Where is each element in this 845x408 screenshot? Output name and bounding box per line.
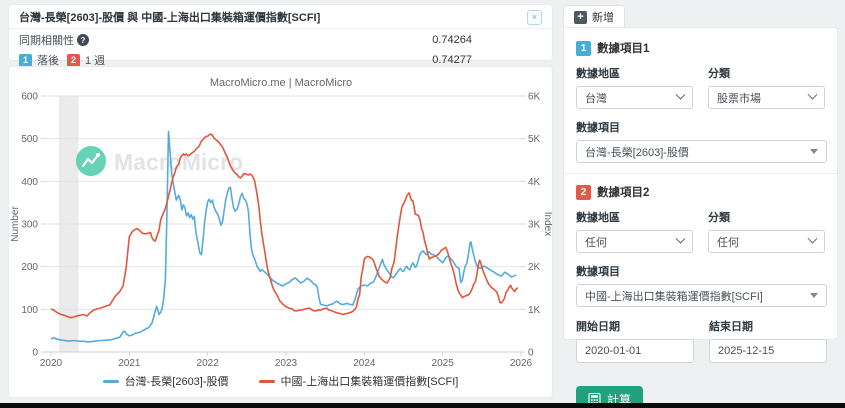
chevron-down-icon [807, 89, 818, 100]
category-value-2: 任何 [717, 236, 739, 249]
y-left-tick-label: 600 [21, 92, 38, 103]
legend-label-scfi: 中國-上海出口集裝箱運價指數[SCFI] [280, 376, 459, 388]
add-tab[interactable]: + 新增 [563, 5, 625, 28]
lag-badge-2: 2 [67, 53, 80, 67]
legend-label-evergreen: 台灣-長榮[2603]-股價 [124, 376, 229, 388]
correlation-label: 同期相關性 [19, 35, 74, 47]
legend-item-scfi[interactable]: 中國-上海出口集裝箱運價指數[SCFI] [258, 373, 459, 389]
chart-title: MacroMicro.me | MacroMicro [210, 77, 352, 89]
category-select-2[interactable]: 任何 [708, 230, 825, 253]
close-icon: × [531, 11, 538, 22]
item-value-1: 台灣-長榮[2603]-股價 [585, 146, 689, 159]
category-label-2: 分類 [708, 212, 730, 224]
y-right-tick-label: 0 [528, 348, 534, 359]
help-icon[interactable]: ? [77, 34, 89, 46]
x-tick-label: 2025 [432, 358, 455, 369]
y-right-tick-label: 4K [528, 177, 541, 188]
category-value-1: 股票市場 [717, 92, 761, 105]
x-tick-label: 2023 [275, 358, 298, 369]
y-left-axis-title: Number [10, 206, 21, 242]
chevron-down-icon [807, 233, 818, 244]
y-right-tick-label: 2K [528, 262, 541, 273]
chevron-down-icon [810, 293, 818, 298]
lag-value-label: 1 週 [85, 55, 106, 67]
y-left-tick-label: 0 [32, 348, 38, 359]
divider [564, 373, 837, 374]
region-value-2: 任何 [585, 236, 607, 249]
item-value-2: 中國-上海出口集裝箱運價指數[SCFI] [585, 290, 763, 303]
y-left-tick-label: 300 [21, 220, 38, 231]
lag-correlation-value: 0.74277 [432, 54, 472, 66]
y-right-tick-label: 1K [528, 305, 541, 316]
region-value-1: 台灣 [585, 92, 607, 105]
category-label-1: 分類 [708, 68, 730, 80]
category-select-1[interactable]: 股票市場 [708, 86, 825, 109]
y-right-tick-label: 5K [528, 134, 541, 145]
region-select-2[interactable]: 任何 [576, 230, 693, 253]
correlation-value: 0.74264 [432, 34, 472, 46]
series1-badge: 1 [576, 40, 591, 56]
item-label-1: 數據項目 [576, 122, 620, 134]
item-label-2: 數據項目 [576, 266, 620, 278]
divider [9, 28, 552, 29]
bottom-bar [0, 403, 845, 408]
series2-badge: 2 [576, 184, 591, 200]
tab-label: 新增 [592, 12, 614, 24]
series1-title: 數據項目1 [597, 43, 650, 55]
plus-icon: + [574, 10, 587, 24]
end-date-input[interactable] [709, 339, 827, 363]
item-select-1[interactable]: 台灣-長榮[2603]-股價 [576, 140, 827, 163]
region-label-2: 數據地區 [576, 212, 620, 224]
series-line-0 [50, 130, 517, 343]
y-right-tick-label: 3K [528, 220, 541, 231]
x-tick-label: 2026 [510, 358, 533, 369]
query-panel: 1 數據項目1 數據地區 台灣 分類 股票市場 數據項目 台灣-長榮[2603]… [563, 27, 838, 408]
legend-item-evergreen[interactable]: 台灣-長榮[2603]-股價 [102, 373, 229, 389]
y-left-tick-label: 200 [21, 262, 38, 273]
item-select-2[interactable]: 中國-上海出口集裝箱運價指數[SCFI] [576, 284, 827, 307]
lag-badge-1: 1 [19, 53, 32, 67]
region-select-1[interactable]: 台灣 [576, 86, 693, 109]
chart-card: MacroMicro MacroMicro.me | MacroMicro 2020… [8, 66, 553, 398]
card-title: 台灣-長榮[2603]-股價 與 中國-上海出口集裝箱運價指數[SCFI] [19, 12, 321, 24]
y-left-tick-label: 400 [21, 177, 38, 188]
legend-marker-evergreen [102, 379, 119, 383]
lag-label: 落後 [37, 55, 59, 67]
chart-legend: 台灣-長榮[2603]-股價 中國-上海出口集裝箱運價指數[SCFI] [9, 373, 552, 389]
y-left-tick-label: 500 [21, 134, 38, 145]
y-left-tick-label: 100 [21, 305, 38, 316]
series2-title: 數據項目2 [597, 187, 650, 199]
x-tick-label: 2022 [197, 358, 220, 369]
correlation-card: 台灣-長榮[2603]-股價 與 中國-上海出口集裝箱運價指數[SCFI] × … [8, 4, 553, 67]
macromicro-watermark: MacroMicro [76, 146, 243, 176]
chevron-down-icon [675, 89, 686, 100]
x-tick-label: 2021 [118, 358, 141, 369]
start-date-input[interactable] [576, 339, 694, 363]
x-tick-label: 2024 [353, 358, 376, 369]
start-date-label: 開始日期 [576, 321, 620, 333]
chevron-down-icon [675, 233, 686, 244]
y-right-tick-label: 6K [528, 92, 541, 103]
y-right-axis-title: Index [542, 212, 552, 236]
series-line-1 [50, 133, 519, 319]
x-tick-label: 2020 [40, 358, 63, 369]
divider [564, 173, 837, 174]
legend-marker-scfi [258, 379, 275, 383]
end-date-label: 結束日期 [709, 321, 753, 333]
close-button[interactable]: × [527, 9, 542, 25]
region-label-1: 數據地區 [576, 68, 620, 80]
chevron-down-icon [810, 149, 818, 154]
comparison-chart: MacroMicro MacroMicro.me | MacroMicro 2020… [10, 77, 553, 369]
